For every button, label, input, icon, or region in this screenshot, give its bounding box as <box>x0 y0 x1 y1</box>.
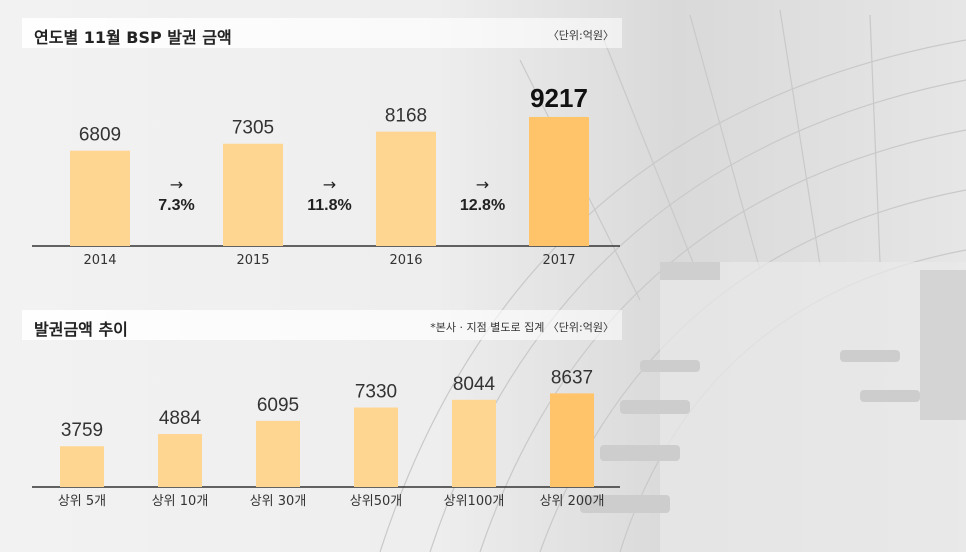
category-label-1: 2014 <box>83 253 116 268</box>
bar-value-label-6: 8637 <box>551 367 593 388</box>
bar-3 <box>376 131 436 246</box>
category-label-3: 상위 30개 <box>250 494 307 509</box>
category-label-1: 상위 5개 <box>58 494 106 509</box>
bar-value-label-1: 3759 <box>61 420 103 441</box>
category-label-4: 2017 <box>542 253 575 268</box>
issuance-trend-unit-label: *본사 · 지점 별도로 집계 〈단위:억원〉 <box>430 321 614 334</box>
bar-value-label-4: 7330 <box>355 382 397 403</box>
category-label-2: 2015 <box>236 253 269 268</box>
bar-6 <box>550 393 594 487</box>
category-label-6: 상위 200개 <box>540 494 605 509</box>
growth-arrow-2: → <box>323 175 336 194</box>
category-label-5: 상위100개 <box>444 494 505 509</box>
bar-1 <box>60 446 104 487</box>
bar-2 <box>223 143 283 246</box>
growth-rate-label-3: 12.8% <box>460 197 505 214</box>
bar-1 <box>70 150 130 246</box>
bar-3 <box>256 420 300 487</box>
bar-value-label-2: 4884 <box>159 408 202 429</box>
issuance-trend-chart-title: 발권금액 추이 <box>34 320 128 339</box>
category-label-4: 상위50개 <box>350 494 402 509</box>
bar-4 <box>529 116 589 246</box>
bar-value-label-3: 8168 <box>385 106 427 127</box>
yearly-bsp-title-bar: 연도별 11월 BSP 발권 금액 〈단위:억원〉 <box>22 18 622 48</box>
issuance-trend-panel: 발권금액 추이 *본사 · 지점 별도로 집계 〈단위:억원〉 3759 상위 5… <box>22 310 622 540</box>
bar-value-label-5: 8044 <box>453 374 496 395</box>
growth-arrow-1: → <box>170 175 183 194</box>
bar-value-label-1: 6809 <box>79 125 121 146</box>
yearly-bsp-bar-chart: 6809 2014 7305 2015 8168 2016 9217 2017 → 7.3% → 11… <box>32 83 620 268</box>
yearly-bsp-panel: 연도별 11월 BSP 발권 금액 〈단위:억원〉 6809 2014 7305 20… <box>22 18 622 288</box>
bar-value-label-3: 6095 <box>257 395 299 416</box>
category-label-3: 2016 <box>389 253 422 268</box>
category-label-2: 상위 10개 <box>152 494 209 509</box>
bar-5 <box>452 399 496 487</box>
yearly-bsp-unit-label: 〈단위:억원〉 <box>547 29 614 42</box>
issuance-trend-title-bar: 발권금액 추이 *본사 · 지점 별도로 집계 〈단위:억원〉 <box>22 310 622 340</box>
bar-value-label-4: 9217 <box>530 83 588 113</box>
bar-value-label-2: 7305 <box>232 118 274 139</box>
bar-2 <box>158 434 202 487</box>
growth-arrow-3: → <box>476 175 489 194</box>
growth-rate-label-1: 7.3% <box>158 197 194 214</box>
yearly-bsp-chart-title: 연도별 11월 BSP 발권 금액 <box>34 28 232 47</box>
growth-rate-label-2: 11.8% <box>307 197 351 214</box>
issuance-trend-bar-chart: 3759 상위 5개 4884 상위 10개 6095 상위 30개 7330 상위50개 80… <box>32 367 620 509</box>
bar-4 <box>354 407 398 487</box>
